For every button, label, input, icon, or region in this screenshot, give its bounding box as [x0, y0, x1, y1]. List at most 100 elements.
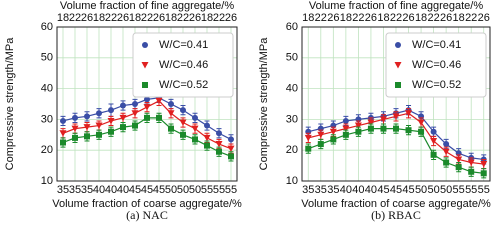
x-tick-label: 50 — [440, 184, 452, 196]
point — [168, 125, 174, 132]
point — [430, 128, 437, 135]
point — [132, 101, 138, 107]
point — [216, 148, 222, 155]
x-tick-label: 45 — [390, 184, 402, 196]
x2-tick-label: 26 — [153, 12, 165, 24]
point — [179, 119, 187, 126]
point — [442, 148, 450, 156]
x2-tick-label: 26 — [327, 12, 339, 24]
point — [228, 153, 234, 160]
x2-tick-label: 22 — [69, 12, 81, 24]
x-tick-label: 40 — [117, 184, 129, 196]
point — [342, 131, 349, 138]
point — [59, 130, 67, 137]
point — [108, 128, 114, 135]
x-tick-label: 35 — [302, 184, 314, 196]
x2-tick-label: 26 — [117, 12, 129, 24]
y-tick-label: 30 — [286, 113, 298, 125]
point — [467, 159, 475, 167]
point — [367, 125, 374, 132]
point — [443, 159, 450, 166]
x-tick-label: 40 — [352, 184, 364, 196]
x-tick-label: 50 — [189, 184, 201, 196]
legend: W/C=0.41 W/C=0.46 W/C=0.52 — [132, 32, 234, 98]
legend: W/C=0.41 W/C=0.46 W/C=0.52 — [385, 32, 487, 98]
point — [305, 145, 312, 152]
legend-label: W/C=0.52 — [412, 79, 461, 91]
point — [380, 125, 387, 132]
point — [72, 114, 78, 121]
point — [354, 122, 362, 130]
x2-tick-label: 26 — [402, 12, 414, 24]
y-tick-label: 60 — [41, 21, 53, 33]
x-tick-label: 55 — [213, 184, 225, 196]
legend-label: W/C=0.52 — [159, 79, 208, 91]
point — [227, 145, 235, 153]
point — [96, 131, 102, 138]
x2-tick-label: 26 — [478, 12, 490, 24]
caption: (a) NAC — [126, 208, 168, 222]
x-tick-label: 45 — [153, 184, 165, 196]
point — [204, 142, 210, 149]
x-tick-label: 40 — [365, 184, 377, 196]
legend-label: W/C=0.41 — [412, 39, 461, 51]
x-tick-label: 40 — [93, 184, 105, 196]
x2-tick-label: 18 — [377, 12, 389, 24]
point — [142, 42, 148, 48]
point — [417, 119, 425, 126]
x-tick-label: 50 — [415, 184, 427, 196]
point — [96, 110, 102, 117]
point — [84, 113, 90, 120]
y-tick-label: 20 — [41, 144, 53, 156]
point — [120, 102, 126, 109]
x2-tick-label: 18 — [165, 12, 177, 24]
x2-tick-label: 22 — [465, 12, 477, 24]
point — [342, 125, 350, 133]
x2-tick-label: 22 — [315, 12, 327, 24]
x2-tick-label: 18 — [93, 12, 105, 24]
point — [418, 128, 425, 135]
point — [168, 101, 174, 107]
point — [141, 62, 149, 69]
y-tick-label: 60 — [286, 21, 298, 33]
y-axis-label: Compressive strength/MPa — [4, 37, 16, 171]
x-tick-label: 35 — [327, 184, 339, 196]
point — [395, 82, 401, 88]
point — [216, 130, 222, 137]
legend-box — [385, 32, 487, 98]
point — [468, 168, 475, 175]
x-tick-label: 35 — [69, 184, 81, 196]
point — [480, 170, 487, 177]
legend-box — [132, 32, 234, 98]
point — [342, 117, 349, 124]
x2-tick-label: 22 — [177, 12, 189, 24]
x2-tick-label: 26 — [225, 12, 237, 24]
point — [84, 133, 90, 140]
x-tick-label: 50 — [165, 184, 177, 196]
y-tick-label: 30 — [41, 113, 53, 125]
point — [455, 164, 462, 171]
legend-label: W/C=0.46 — [159, 59, 208, 71]
x-tick-label: 45 — [141, 184, 153, 196]
x2-tick-label: 18 — [302, 12, 314, 24]
x2-tick-label: 18 — [453, 12, 465, 24]
point — [191, 125, 199, 133]
point — [167, 110, 175, 117]
point — [95, 122, 103, 130]
point — [60, 139, 66, 146]
point — [304, 134, 312, 142]
y-tick-label: 40 — [286, 83, 298, 95]
point — [317, 141, 324, 148]
x2-tick-label: 22 — [213, 12, 225, 24]
point — [180, 107, 186, 114]
point — [143, 104, 151, 111]
x-tick-label: 55 — [453, 184, 465, 196]
x2-tick-label: 26 — [189, 12, 201, 24]
point — [192, 114, 198, 121]
point — [430, 137, 438, 145]
y-tick-label: 10 — [286, 175, 298, 187]
point — [394, 62, 402, 69]
point — [443, 141, 450, 148]
y-tick-label: 50 — [286, 52, 298, 64]
x2-tick-label: 26 — [81, 12, 93, 24]
